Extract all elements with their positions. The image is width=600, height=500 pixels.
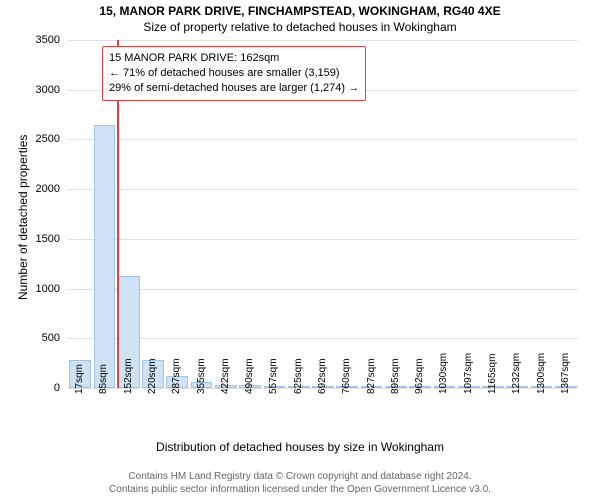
- x-tick-label: 962sqm: [414, 358, 425, 394]
- x-tick-label: 760sqm: [341, 358, 352, 394]
- callout-line-3: 29% of semi-detached houses are larger (…: [109, 81, 359, 96]
- y-tick-label: 500: [0, 332, 60, 344]
- chart-root: 15, MANOR PARK DRIVE, FINCHAMPSTEAD, WOK…: [0, 0, 600, 500]
- footer-line-2: Contains public sector information licen…: [0, 483, 600, 496]
- x-tick-label: 1300sqm: [536, 353, 547, 394]
- callout-box: 15 MANOR PARK DRIVE: 162sqm ← 71% of det…: [102, 46, 366, 101]
- x-tick-label: 422sqm: [220, 358, 231, 394]
- x-axis-label: Distribution of detached houses by size …: [0, 440, 600, 454]
- x-tick-label: 1367sqm: [560, 353, 571, 394]
- x-tick-label: 355sqm: [196, 358, 207, 394]
- callout-line-1: 15 MANOR PARK DRIVE: 162sqm: [109, 51, 359, 66]
- y-tick-label: 3000: [0, 84, 60, 96]
- chart-subtitle: Size of property relative to detached ho…: [0, 20, 600, 34]
- x-tick-label: 1097sqm: [463, 353, 474, 394]
- x-tick-label: 490sqm: [244, 358, 255, 394]
- y-axis-label: Number of detached properties: [16, 135, 30, 300]
- x-tick-label: 1030sqm: [438, 353, 449, 394]
- y-tick-label: 2500: [0, 133, 60, 145]
- y-tick-label: 0: [0, 382, 60, 394]
- y-tick-label: 1500: [0, 233, 60, 245]
- x-tick-label: 827sqm: [366, 358, 377, 394]
- x-tick-label: 557sqm: [268, 358, 279, 394]
- x-tick-label: 692sqm: [317, 358, 328, 394]
- x-tick-label: 1232sqm: [511, 353, 522, 394]
- x-tick-label: 17sqm: [74, 364, 85, 394]
- footer-line-1: Contains HM Land Registry data © Crown c…: [0, 470, 600, 483]
- bar: [94, 125, 116, 388]
- x-tick-label: 1165sqm: [487, 354, 498, 394]
- y-tick-label: 2000: [0, 183, 60, 195]
- footer: Contains HM Land Registry data © Crown c…: [0, 470, 600, 496]
- y-tick-label: 1000: [0, 283, 60, 295]
- x-tick-label: 85sqm: [98, 364, 109, 394]
- chart-title-address: 15, MANOR PARK DRIVE, FINCHAMPSTEAD, WOK…: [0, 4, 600, 18]
- callout-line-2: ← 71% of detached houses are smaller (3,…: [109, 66, 359, 81]
- x-tick-label: 287sqm: [171, 358, 182, 394]
- x-tick-label: 220sqm: [147, 358, 158, 394]
- x-tick-label: 895sqm: [390, 358, 401, 394]
- x-tick-label: 152sqm: [123, 358, 134, 394]
- y-tick-label: 3500: [0, 34, 60, 46]
- x-tick-label: 625sqm: [293, 358, 304, 394]
